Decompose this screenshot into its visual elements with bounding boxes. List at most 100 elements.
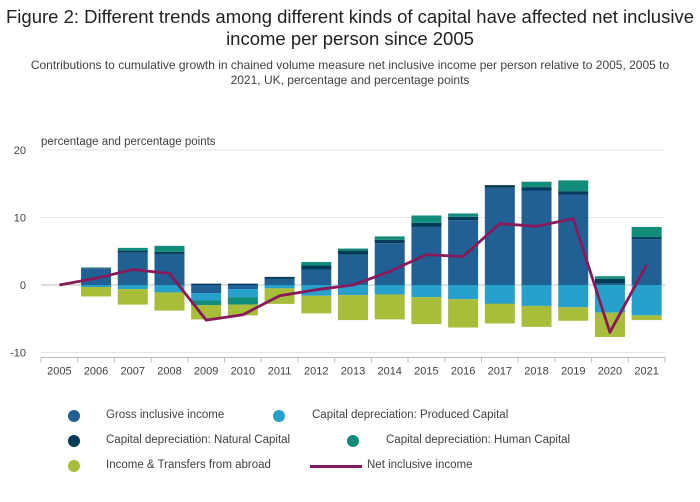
bar-segment xyxy=(521,181,552,188)
legend-swatch xyxy=(310,465,362,468)
bar-segment xyxy=(484,187,515,285)
bar-segment xyxy=(301,269,332,285)
x-tick-label: 2008 xyxy=(157,366,181,378)
x-tick-label: 2011 xyxy=(268,366,292,378)
bar-segment xyxy=(558,285,589,308)
legend-swatch xyxy=(347,435,359,447)
bar-segment xyxy=(191,293,222,301)
legend-label: Net inclusive income xyxy=(367,459,473,471)
legend-label: Capital depreciation: Natural Capital xyxy=(106,434,291,446)
legend-swatch xyxy=(68,435,80,447)
legend-swatch xyxy=(68,410,80,422)
bar-segment xyxy=(484,303,515,324)
bar-segment xyxy=(227,304,258,316)
bar-segment xyxy=(117,285,148,290)
bar-segment xyxy=(81,287,112,297)
bar-segment xyxy=(227,285,258,290)
x-tick-label: 2017 xyxy=(488,366,512,378)
bar-segment xyxy=(411,215,442,223)
bar-segment xyxy=(338,295,368,321)
legend-swatch xyxy=(273,410,285,422)
bar-segment xyxy=(631,285,662,316)
bar-segment xyxy=(374,239,405,244)
bar-segment xyxy=(81,267,112,269)
bar-segment xyxy=(448,213,479,217)
bar-segment xyxy=(154,251,185,254)
legend-label: Capital depreciation: Human Capital xyxy=(386,434,571,446)
bar-segment xyxy=(411,222,442,227)
bar-segment xyxy=(338,285,368,296)
bar-segment xyxy=(117,289,148,305)
bar-segment xyxy=(191,283,222,285)
y-tick-label: 0 xyxy=(20,280,26,292)
x-tick-label: 2015 xyxy=(414,366,438,378)
bar-segment xyxy=(191,285,222,294)
bar-segment xyxy=(594,276,625,279)
bar-segment xyxy=(558,194,589,285)
bar-segment xyxy=(558,180,589,192)
x-tick-label: 2010 xyxy=(231,366,255,378)
bar-segment xyxy=(521,190,552,285)
bar-segment xyxy=(594,283,625,285)
bar-segment xyxy=(338,250,368,255)
bar-segment xyxy=(338,248,368,251)
bar-segment xyxy=(301,265,332,270)
legend-label: Capital depreciation: Produced Capital xyxy=(312,409,509,421)
bar-segment xyxy=(631,239,662,285)
bar-segment xyxy=(411,297,442,325)
bar-segment xyxy=(484,303,515,304)
bar-segment xyxy=(264,278,295,285)
x-tick-label: 2021 xyxy=(634,366,658,378)
bar-segment xyxy=(301,262,332,266)
bar-segment xyxy=(154,292,185,311)
x-tick-label: 2009 xyxy=(194,366,218,378)
bar-segment xyxy=(521,187,552,191)
bar-segment xyxy=(227,283,258,285)
x-tick-label: 2006 xyxy=(84,366,108,378)
bar-segment xyxy=(558,191,589,195)
bar-segment xyxy=(448,285,479,300)
bar-segment xyxy=(484,185,515,188)
bar-segment xyxy=(631,315,662,321)
legend-swatch xyxy=(68,460,80,472)
legend-label: Gross inclusive income xyxy=(106,409,225,421)
bar-segment xyxy=(227,297,258,305)
x-tick-label: 2019 xyxy=(561,366,585,378)
bar-segment xyxy=(411,285,442,298)
x-tick-label: 2020 xyxy=(598,366,622,378)
bar-segment xyxy=(448,299,479,328)
y-axis-label: percentage and percentage points xyxy=(41,136,216,148)
bar-segment xyxy=(264,276,295,279)
bar-segment xyxy=(631,226,662,238)
x-tick-label: 2005 xyxy=(47,366,71,378)
x-tick-label: 2007 xyxy=(121,366,145,378)
bar-segment xyxy=(154,285,185,293)
bar-segment xyxy=(594,278,625,284)
bar-segment xyxy=(484,285,515,304)
bar-segment xyxy=(264,285,295,289)
bar-segment xyxy=(191,300,222,306)
x-tick-label: 2012 xyxy=(304,366,328,378)
bar-segment xyxy=(374,285,405,295)
bar-segment xyxy=(374,294,405,320)
bar-segment xyxy=(154,245,185,252)
y-tick-label: -10 xyxy=(10,348,26,360)
bar-segment xyxy=(448,220,479,285)
legend-label: Income & Transfers from abroad xyxy=(106,459,271,471)
x-tick-label: 2013 xyxy=(341,366,365,378)
bar-segment xyxy=(521,305,552,327)
bar-segment xyxy=(117,250,148,253)
bar-segment xyxy=(227,289,258,298)
x-tick-label: 2016 xyxy=(451,366,475,378)
x-tick-label: 2014 xyxy=(377,366,401,378)
bar-segment xyxy=(374,236,405,240)
y-tick-label: 10 xyxy=(14,213,26,225)
bar-segment xyxy=(521,285,552,306)
bar-segment xyxy=(154,253,185,285)
bar-segment xyxy=(81,268,112,269)
bar-segment xyxy=(81,285,112,288)
bar-segment xyxy=(448,216,479,221)
bar-segment xyxy=(558,307,589,321)
bar-segment xyxy=(117,247,148,251)
